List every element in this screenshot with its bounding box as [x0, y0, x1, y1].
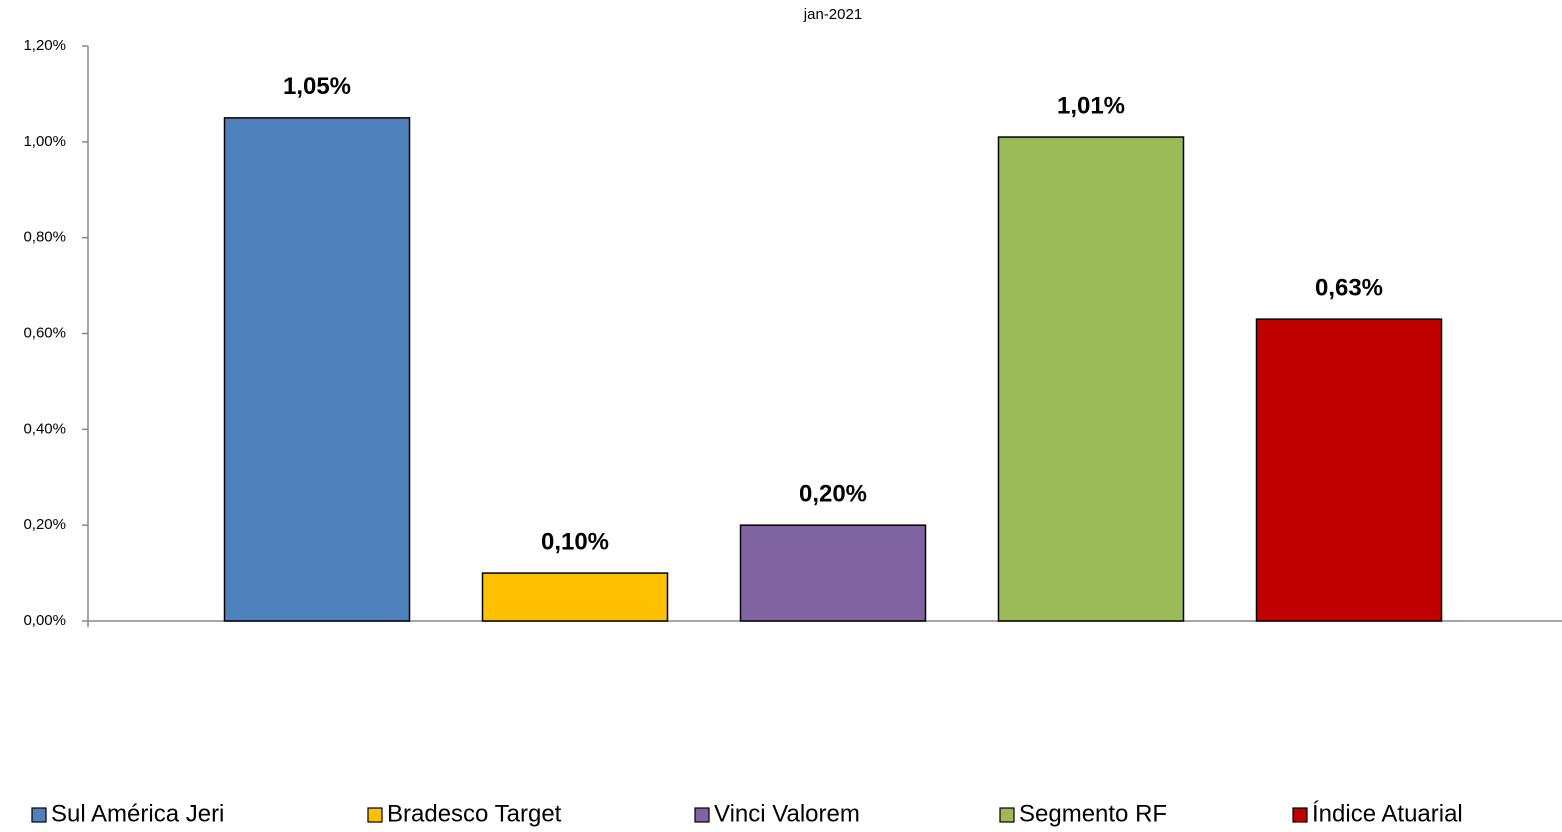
value-label: 0,63% — [1315, 274, 1383, 301]
y-tick-label: 0,80% — [23, 229, 66, 246]
y-tick-label: 0,60% — [23, 324, 66, 341]
legend-swatch — [367, 807, 383, 823]
legend-swatch — [1292, 807, 1308, 823]
bar — [739, 524, 927, 622]
legend-label: Sul América Jeri — [51, 800, 224, 827]
value-label: 1,05% — [283, 73, 351, 100]
legend-swatch — [694, 807, 710, 823]
bar — [997, 136, 1185, 622]
bar — [223, 117, 411, 622]
legend-label: Índice Atuarial — [1312, 800, 1463, 827]
legend-label: Vinci Valorem — [714, 800, 860, 827]
bar — [1255, 318, 1443, 622]
y-tick-label: 0,40% — [23, 420, 66, 437]
y-tick-label: 0,00% — [23, 612, 66, 629]
legend-swatch — [999, 807, 1015, 823]
y-tick-label: 0,20% — [23, 516, 66, 533]
value-label: 0,20% — [799, 481, 867, 508]
legend-label: Segmento RF — [1019, 800, 1167, 827]
y-tick-label: 1,00% — [23, 133, 66, 150]
category-label: jan-2021 — [803, 6, 862, 23]
legend-label: Bradesco Target — [387, 800, 562, 827]
value-label: 0,10% — [541, 528, 609, 555]
bar — [481, 572, 669, 622]
legend-swatch — [31, 807, 47, 823]
value-label: 1,01% — [1057, 92, 1125, 119]
y-tick-label: 1,20% — [23, 37, 66, 54]
